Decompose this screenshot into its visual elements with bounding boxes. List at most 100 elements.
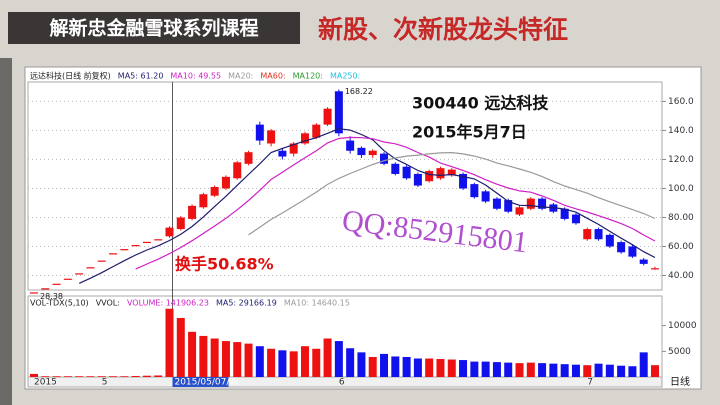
candle-body (63, 278, 72, 280)
volume-bar (357, 352, 366, 377)
candle-body (97, 260, 106, 262)
volume-bar (368, 356, 377, 377)
candle-body (120, 249, 129, 251)
candle-body (402, 166, 411, 179)
code-label: 300440 远达科技 (412, 94, 549, 113)
volume-bar (617, 365, 626, 377)
candle-body (41, 288, 50, 290)
candle-body (391, 163, 400, 174)
x-tick-label: 2015 (34, 378, 57, 388)
volume-bar (233, 342, 242, 377)
volume-bar (447, 359, 456, 377)
candle-body (639, 259, 648, 264)
volume-bar (470, 361, 479, 377)
volume-bar (628, 366, 637, 377)
ma-line (248, 151, 656, 236)
candle-body (312, 124, 321, 138)
legend-item: MA120: (293, 72, 323, 81)
candle-body (459, 173, 468, 189)
volume-bar (244, 343, 253, 377)
candle-body (289, 143, 298, 154)
candle-body (447, 169, 456, 176)
legend-item: MA60: (260, 72, 285, 81)
high-label: 168.22 (345, 87, 373, 96)
period-label: 日线 (670, 375, 690, 388)
topic-title: 新股、次新股龙头特征 (318, 15, 568, 44)
ma-line (135, 136, 656, 270)
volume-bar (52, 376, 61, 377)
candle-body (52, 283, 61, 285)
volume-bar (63, 376, 72, 377)
volume-legend-item: VVOL: (96, 299, 120, 308)
volume-bar (75, 376, 84, 377)
volume-bar (639, 352, 648, 377)
volume-bar (188, 331, 197, 377)
volume-bar (323, 338, 332, 377)
volume-bar (300, 346, 309, 377)
candle-body (515, 207, 524, 215)
candle-body (244, 152, 253, 164)
volume-bar (86, 376, 95, 377)
y-tick-label: 60.00 (668, 242, 694, 252)
date-axis (27, 376, 663, 388)
candle-body (628, 246, 637, 257)
y-tick-label: 100.0 (668, 184, 694, 194)
candle-body (617, 242, 626, 253)
x-tick-label: 6 (339, 378, 345, 388)
left-strip (0, 58, 12, 405)
volume-bar (312, 348, 321, 377)
volume-bar (413, 358, 422, 377)
candle-body (368, 150, 377, 156)
volume-bar (583, 365, 592, 377)
volume-legend-item: VOLUME: 141906.23 (127, 299, 209, 308)
volume-bar (120, 376, 129, 377)
legend-item: MA5: 61.20 (118, 72, 164, 81)
volume-bar (278, 350, 287, 377)
volume-bar (391, 356, 400, 377)
y-tick-label: 140.0 (668, 126, 694, 136)
volume-bar (267, 348, 276, 377)
candle-body (199, 194, 208, 208)
candle-body (526, 198, 535, 209)
candle-body (504, 200, 513, 212)
candle-body (30, 292, 38, 294)
candle-body (75, 273, 84, 275)
volume-bar (41, 376, 50, 377)
cursor-date-box (172, 377, 229, 387)
volume-bar (651, 365, 659, 377)
volume-bar (154, 375, 163, 377)
candle-body (380, 153, 389, 164)
volume-bar (165, 308, 174, 377)
candle-body (86, 267, 95, 269)
candle-body (323, 108, 332, 125)
chart-window (24, 66, 702, 390)
date-label: 2015年5月7日 (412, 123, 527, 142)
candle-body (571, 214, 580, 224)
candle-body (278, 150, 287, 157)
candle-body (492, 198, 501, 209)
legend-item: MA20: (228, 72, 253, 81)
y-tick-label: 160.0 (668, 97, 694, 107)
candle-body (109, 253, 118, 255)
volume-bar (109, 376, 118, 377)
volume-bar (459, 360, 468, 377)
legend-item: MA10: 49.55 (170, 72, 221, 81)
volume-bar (255, 346, 264, 377)
volume-bar (289, 351, 298, 377)
volume-bar (492, 362, 501, 377)
y-tick-label: 40.00 (668, 271, 694, 281)
ma-line (78, 128, 656, 284)
course-title: 解新忠金融雪球系列课程 (49, 17, 258, 40)
y-tick-label: 10000 (668, 321, 697, 331)
y-tick-label: 80.00 (668, 213, 694, 223)
low-label: 28.38 (40, 292, 63, 301)
candle-body (165, 227, 174, 237)
candle-body (413, 173, 422, 186)
x-tick-label: 7 (587, 378, 593, 388)
candle-body (233, 162, 242, 179)
candle-body (221, 176, 230, 189)
candle-body (470, 184, 479, 198)
volume-bar (436, 359, 445, 377)
plot: 40.00 60.00 80.00 100.0 120.0 140.0 160.0 2015 5… (28, 71, 697, 388)
